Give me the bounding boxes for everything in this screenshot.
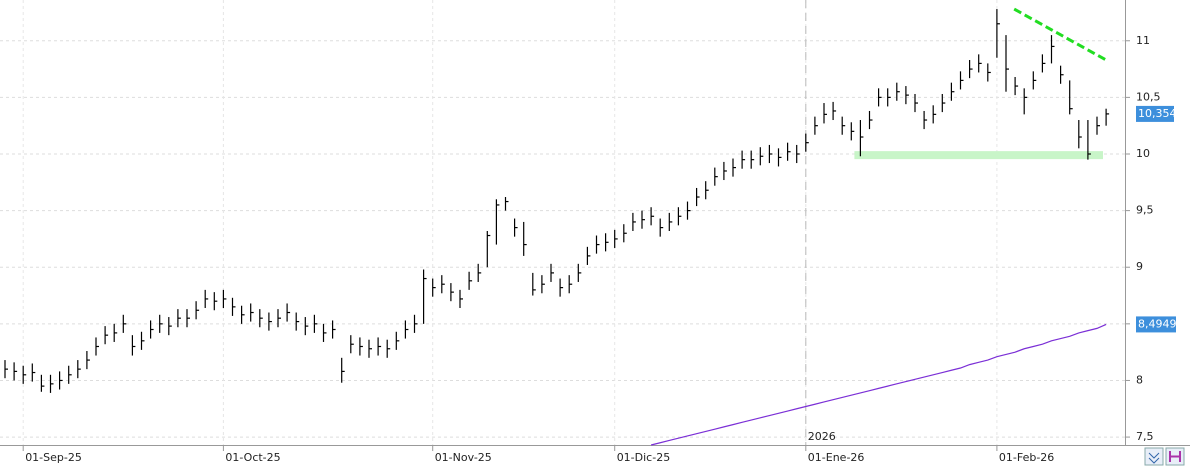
x-tick-label: 01-Sep-25 — [25, 451, 82, 464]
year-label: 2026 — [808, 430, 836, 443]
last-price-box — [1136, 105, 1174, 122]
support-band — [854, 151, 1103, 160]
y-tick-label: 7,5 — [1136, 430, 1154, 443]
x-tick-label: 01-Feb-26 — [999, 451, 1054, 464]
x-tick-label: 01-Ene-26 — [808, 451, 865, 464]
y-tick-label: 9,5 — [1136, 204, 1154, 217]
x-tick-label: 01-Dic-25 — [617, 451, 671, 464]
zoom-button[interactable] — [1144, 447, 1164, 466]
x-tick-label: 01-Oct-25 — [225, 451, 280, 464]
x-tick-label: 01-Nov-25 — [435, 451, 492, 464]
ma-last-label: 8,4949 — [1138, 317, 1177, 330]
ma-last-box — [1136, 316, 1176, 333]
trendline — [1013, 7, 1107, 62]
y-tick-label: 10 — [1136, 147, 1150, 160]
y-tick-label: 10,5 — [1136, 90, 1161, 103]
h-icon — [1169, 451, 1181, 462]
zoom-icon — [1148, 452, 1160, 464]
y-tick-label: 8 — [1136, 373, 1143, 386]
y-tick-label: 9 — [1136, 260, 1143, 273]
last-price-label: 10,354 — [1138, 107, 1177, 120]
moving-average — [650, 323, 1107, 446]
y-tick-label: 11 — [1136, 34, 1150, 47]
